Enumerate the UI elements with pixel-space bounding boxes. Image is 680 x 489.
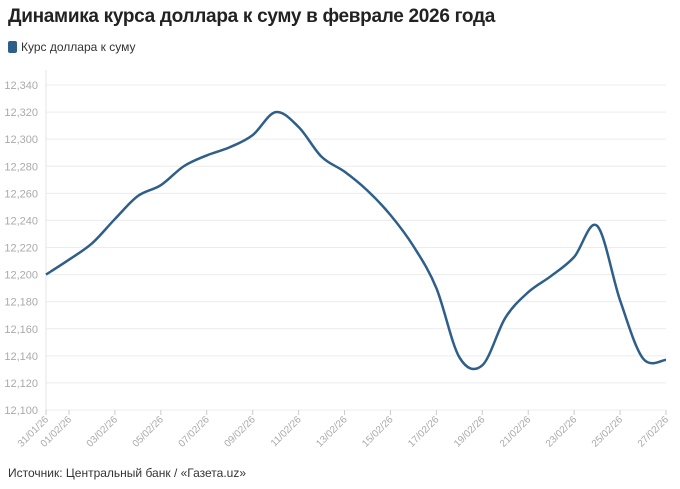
x-tick-label: 19/02/26: [452, 414, 488, 450]
x-tick-label: 25/02/26: [590, 414, 626, 450]
legend-swatch: [8, 41, 17, 53]
x-tick-label: 11/02/26: [269, 414, 304, 449]
y-tick-label: 12,320: [4, 107, 38, 119]
y-tick-label: 12,260: [4, 188, 38, 200]
x-tick-label: 17/02/26: [406, 414, 442, 450]
y-tick-label: 12,180: [4, 297, 38, 309]
y-tick-label: 12,280: [4, 161, 38, 173]
y-tick-label: 12,340: [4, 80, 38, 92]
legend-label: Курс доллара к суму: [21, 40, 136, 54]
x-tick-label: 09/02/26: [222, 414, 258, 450]
y-tick-label: 12,140: [4, 351, 38, 363]
x-tick-label: 15/02/26: [360, 414, 396, 450]
x-tick-label: 13/02/26: [314, 414, 350, 450]
y-tick-label: 12,120: [4, 378, 38, 390]
y-tick-label: 12,220: [4, 243, 38, 255]
y-tick-label: 12,160: [4, 324, 38, 336]
y-tick-label: 12,200: [4, 270, 38, 282]
y-tick-label: 12,100: [4, 405, 38, 417]
y-tick-label: 12,240: [4, 215, 38, 227]
x-tick-label: 03/02/26: [85, 414, 121, 450]
x-tick-label: 23/02/26: [544, 414, 580, 450]
y-tick-label: 12,300: [4, 134, 38, 146]
source-note: Источник: Центральный банк / «Газета.uz»: [8, 466, 247, 480]
x-tick-label: 07/02/26: [177, 414, 213, 450]
chart-title: Динамика курса доллара к суму в феврале …: [8, 6, 496, 27]
series-line: [45, 110, 667, 371]
x-tick-label: 27/02/26: [636, 414, 672, 450]
x-tick-label: 21/02/26: [498, 414, 534, 450]
x-tick-label: 05/02/26: [131, 414, 167, 450]
legend-item[interactable]: Курс доллара к суму: [8, 40, 135, 54]
